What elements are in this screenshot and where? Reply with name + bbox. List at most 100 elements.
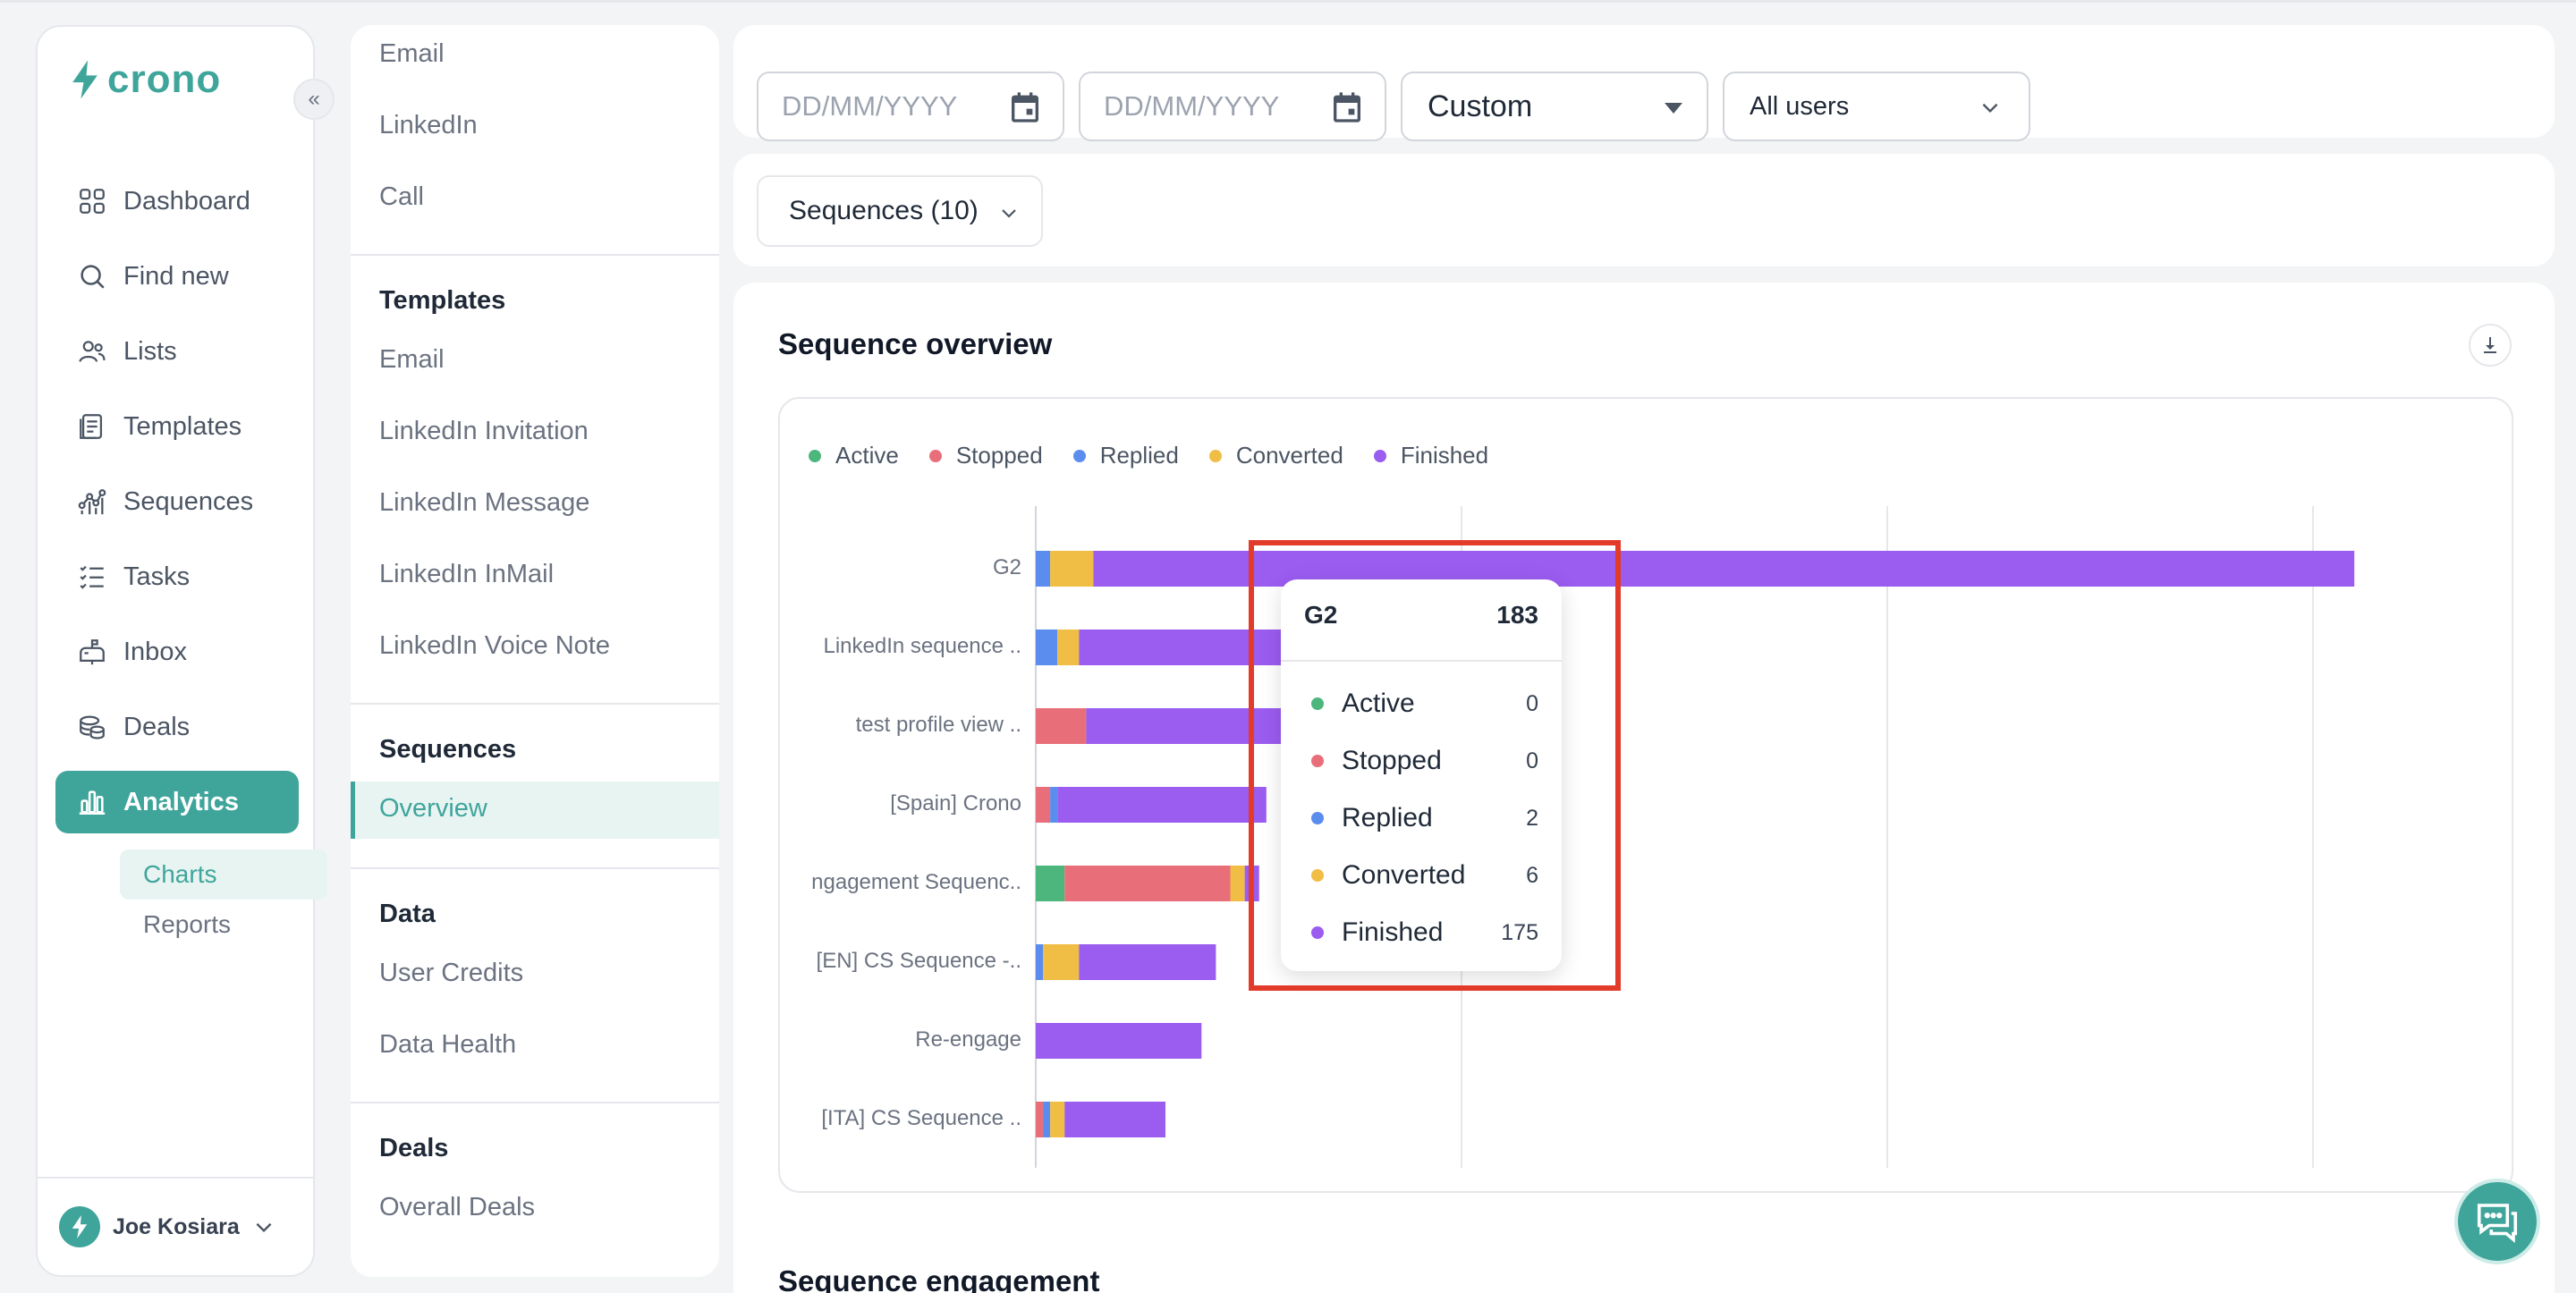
legend-item-active[interactable]: Active [809,442,899,469]
bar-segment-finished[interactable] [1086,708,1318,744]
subnav-item-charts[interactable]: Charts [120,849,327,900]
bar-segment-converted[interactable] [1050,1102,1065,1137]
legend-item-finished[interactable]: Finished [1373,442,1489,469]
bar-segment-converted[interactable] [1057,630,1080,665]
nav-item-deals[interactable]: Deals [55,696,299,758]
download-button[interactable] [2469,324,2512,367]
bar-segment-replied[interactable] [1050,787,1058,823]
sequences-heading: Sequences [379,735,517,764]
nav-item-tasks[interactable]: Tasks [55,545,299,608]
menu-item-linkedin-inmail[interactable]: LinkedIn InMail [379,560,555,588]
legend-label: Active [835,442,899,469]
bar-segment-stopped[interactable] [1064,866,1231,901]
date-to-input[interactable]: DD/MM/YYYY [1079,72,1386,141]
date-range-value: Custom [1428,89,1533,123]
tooltip-dot [1311,869,1324,882]
menu-item-user-credits[interactable]: User Credits [379,959,524,987]
chevron-down-icon [1982,103,1998,114]
bar-segment-converted[interactable] [1050,551,1094,587]
subnav-item-reports[interactable]: Reports [143,910,232,938]
tooltip-divider [1281,660,1562,662]
user-name: Joe Kosiara [113,1213,240,1239]
active-item-highlight [351,782,719,839]
menu-item-overview[interactable]: Overview [379,794,487,823]
user-menu[interactable]: Joe Kosiara [38,1177,313,1275]
tooltip-label: Active [1342,689,1415,718]
tooltip-value: 0 [1526,748,1538,773]
collapse-sidebar-button[interactable]: « [293,79,335,120]
nav-item-analytics[interactable]: Analytics [55,771,299,833]
tooltip-label: Finished [1342,917,1444,947]
legend-label: Finished [1400,442,1489,469]
date-range-select[interactable]: Custom [1401,72,1708,141]
bar-segment-replied[interactable] [1036,944,1044,980]
nav-item-sequences[interactable]: Sequences [55,470,299,533]
bar-segment-finished[interactable] [1064,1102,1165,1137]
menu-item-data-health[interactable]: Data Health [379,1030,517,1059]
nav-item-lists[interactable]: Lists [55,320,299,383]
bar-segment-stopped[interactable] [1036,1102,1044,1137]
divider [351,703,719,705]
nav-label: Templates [123,411,242,441]
calendar-icon[interactable] [1329,89,1365,125]
tooltip-row-stopped: Stopped 0 [1311,746,1538,776]
nav-item-templates[interactable]: Templates [55,395,299,458]
bolt-icon [72,1215,88,1238]
legend-dot [1208,449,1222,462]
bar-segment-active[interactable] [1036,866,1065,901]
nav-item-inbox[interactable]: Inbox [55,621,299,683]
tooltip-row-finished: Finished 175 [1311,917,1538,948]
chat-support-button[interactable] [2454,1179,2540,1264]
nav-label: Sequences [123,486,254,516]
menu-item-linkedin-invitation[interactable]: LinkedIn Invitation [379,417,589,445]
menu-item-call[interactable]: Call [379,182,424,211]
nav-label: Deals [123,712,191,741]
legend-item-converted[interactable]: Converted [1208,442,1343,469]
bar-segment-converted[interactable] [1043,944,1080,980]
bar-segment-finished[interactable] [1057,787,1267,823]
menu-item-linkedin-voice-note[interactable]: LinkedIn Voice Note [379,631,610,660]
tooltip-value: 175 [1501,919,1538,945]
legend-item-stopped[interactable]: Stopped [928,442,1043,469]
bar-segment-converted[interactable] [1230,866,1245,901]
menu-item-email[interactable]: Email [379,39,445,68]
bar-segment-replied[interactable] [1043,1102,1051,1137]
tooltip-row-active: Active 0 [1311,689,1538,719]
analytics-icon [79,790,106,816]
users-select[interactable]: All users [1723,72,2030,141]
annotation-highlight-box [1249,540,1621,991]
crono-logo[interactable]: crono [68,57,221,102]
bar-segment-replied[interactable] [1036,630,1058,665]
bolt-icon [72,60,97,99]
sequences-filter-button[interactable]: Sequences (10) [757,175,1043,247]
main-nav: Dashboard Find new Lists Templates Seque… [55,170,299,846]
nav-label: Lists [123,336,177,366]
y-tick-label: [Spain] Crono [890,791,1021,816]
menu-item-template-email[interactable]: Email [379,345,445,374]
legend-dot [809,449,821,462]
y-tick-label: G2 [992,555,1021,579]
chevron-down-icon [256,1222,272,1233]
bar-segment-replied[interactable] [1036,551,1051,587]
calendar-icon[interactable] [1007,89,1043,125]
menu-item-linkedin-message[interactable]: LinkedIn Message [379,488,590,517]
nav-item-find-new[interactable]: Find new [55,245,299,308]
next-section-title: Sequence engagement [778,1264,1100,1293]
sequence-overview-card: Sequence overview Active Stopped Replied… [733,283,2555,1293]
bar-segment-finished[interactable] [1036,1023,1202,1059]
bar-segment-stopped[interactable] [1036,708,1087,744]
search-icon [80,265,105,289]
y-tick-label: ngagement Sequenc.. [811,870,1021,894]
tooltip-value: 2 [1526,805,1538,831]
users-value: All users [1750,91,1850,121]
menu-item-linkedin[interactable]: LinkedIn [379,111,478,139]
legend-item-replied[interactable]: Replied [1072,442,1179,469]
date-from-input[interactable]: DD/MM/YYYY [757,72,1064,141]
menu-item-overall-deals[interactable]: Overall Deals [379,1193,536,1221]
bar-segment-stopped[interactable] [1036,787,1051,823]
nav-item-dashboard[interactable]: Dashboard [55,170,299,232]
window-top-border [0,0,2576,3]
bar-segment-finished[interactable] [1079,944,1216,980]
tooltip-label: Replied [1342,803,1433,832]
avatar [59,1206,100,1247]
